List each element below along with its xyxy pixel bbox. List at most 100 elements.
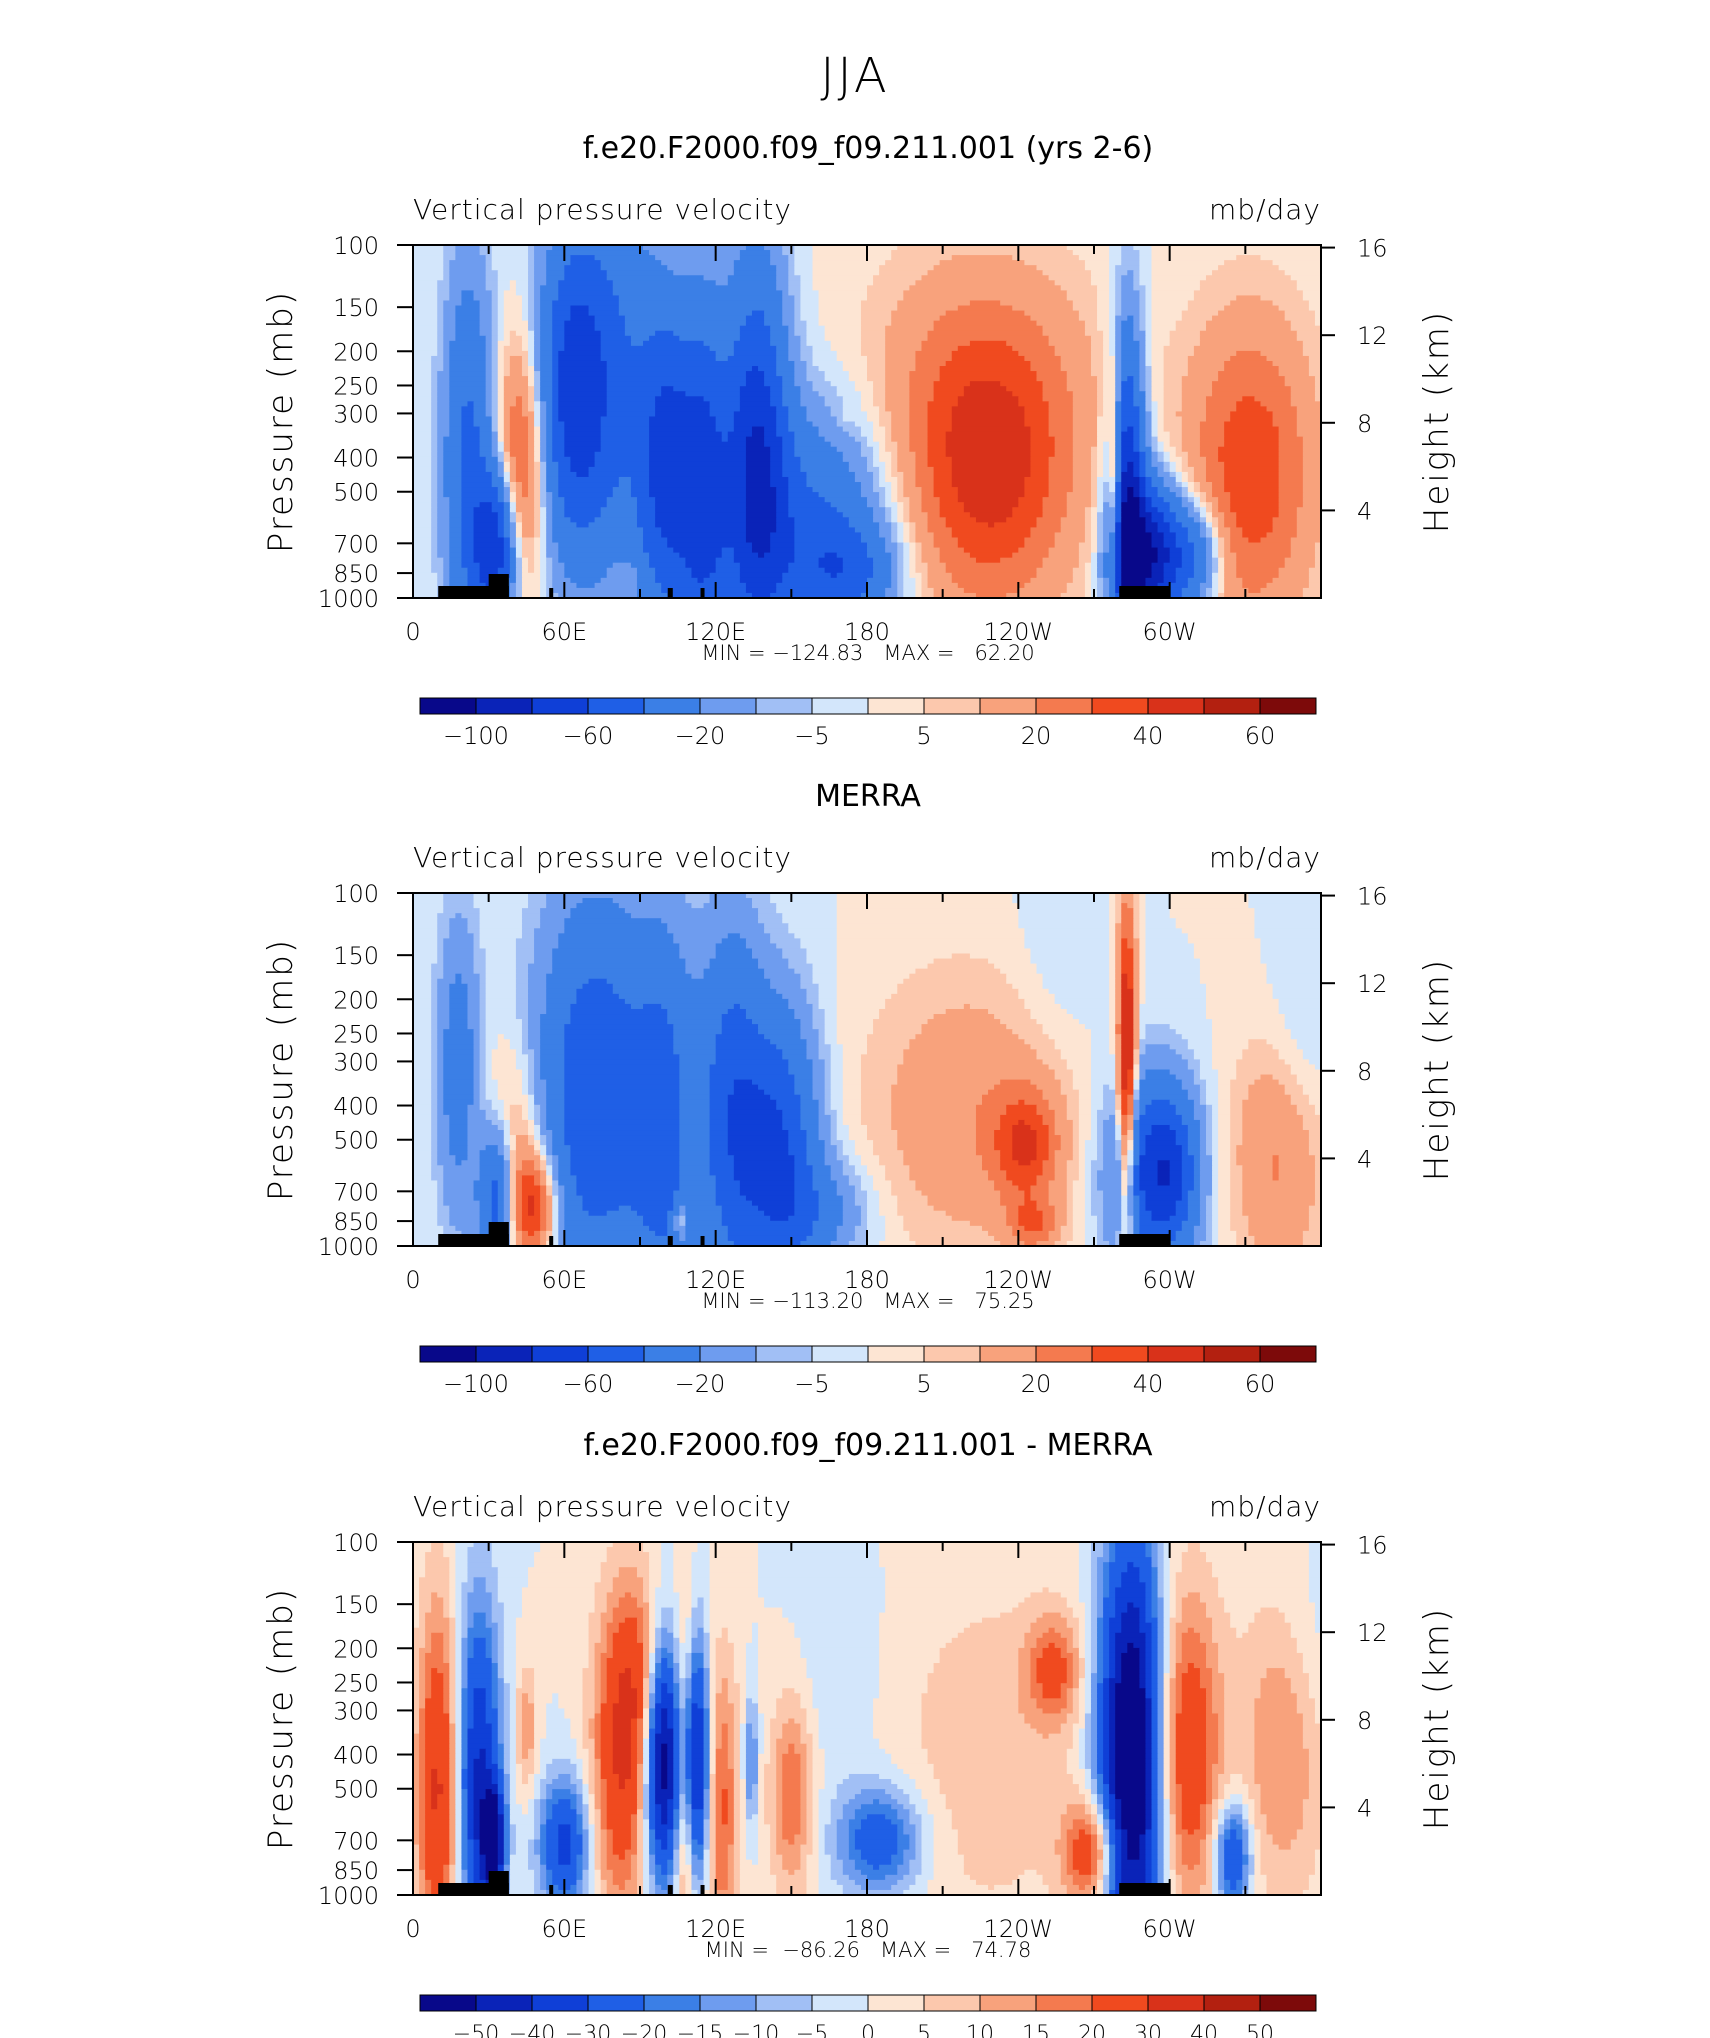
field-cell xyxy=(449,1003,469,1010)
field-cell xyxy=(479,923,523,929)
field-cell xyxy=(667,928,765,934)
field-cell xyxy=(1163,416,1183,423)
field-cell xyxy=(503,507,511,513)
field-cell xyxy=(897,572,904,579)
field-cell xyxy=(437,426,450,433)
field-cell xyxy=(1218,517,1225,523)
field-cell xyxy=(1012,552,1050,559)
field-cell xyxy=(782,993,808,1000)
field-cell xyxy=(1090,1064,1116,1071)
field-cell xyxy=(509,436,529,443)
field-cell xyxy=(431,983,438,990)
field-cell xyxy=(1103,355,1116,362)
field-cell xyxy=(836,1150,844,1156)
field-cell xyxy=(497,1034,505,1040)
field-cell xyxy=(727,1109,783,1116)
field-cell xyxy=(903,471,917,478)
field-cell xyxy=(1169,441,1183,448)
field-cell xyxy=(1284,1059,1310,1066)
field-cell xyxy=(443,1079,475,1086)
field-cell xyxy=(540,355,553,362)
field-cell xyxy=(1284,562,1316,569)
field-cell xyxy=(534,1054,541,1061)
field-cell xyxy=(655,411,711,418)
field-cell xyxy=(558,471,578,478)
field-cell xyxy=(491,1054,517,1061)
field-cell xyxy=(1290,1029,1321,1035)
field-cell xyxy=(600,436,650,443)
field-cell xyxy=(860,1054,904,1061)
field-cell xyxy=(891,1094,983,1101)
field-cell xyxy=(715,1034,765,1040)
field-cell xyxy=(921,552,941,559)
field-cell xyxy=(431,497,438,503)
field-cell xyxy=(1036,1140,1050,1146)
field-cell xyxy=(509,1150,517,1156)
field-cell xyxy=(546,441,553,448)
field-cell xyxy=(1145,1109,1177,1116)
field-cell xyxy=(939,512,971,518)
field-cell xyxy=(509,280,517,286)
field-cell xyxy=(479,1150,499,1156)
field-cell xyxy=(534,938,559,945)
field-cell xyxy=(588,305,620,312)
field-cell xyxy=(1121,255,1140,261)
field-cell xyxy=(612,562,632,569)
field-cell xyxy=(830,345,862,352)
field-cell xyxy=(534,330,541,337)
field-cell xyxy=(685,562,717,569)
field-cell xyxy=(1218,446,1280,453)
field-cell xyxy=(509,537,517,544)
field-cell xyxy=(552,325,565,332)
field-cell xyxy=(413,335,438,342)
field-cell xyxy=(449,1150,469,1156)
field-cell xyxy=(552,497,565,503)
field-cell xyxy=(479,300,493,307)
field-cell xyxy=(1109,908,1116,914)
field-cell xyxy=(1109,265,1116,271)
field-cell xyxy=(1072,305,1098,312)
field-cell xyxy=(1127,492,1134,498)
field-cell xyxy=(1054,998,1110,1005)
field-cell xyxy=(431,973,444,980)
field-cell xyxy=(1224,305,1280,312)
field-cell xyxy=(509,1155,517,1161)
field-cell xyxy=(564,1079,680,1086)
field-cell xyxy=(873,507,886,513)
field-cell xyxy=(776,582,868,589)
field-cell xyxy=(467,983,481,990)
field-cell xyxy=(1042,381,1068,387)
field-cell xyxy=(1006,1109,1038,1116)
field-cell xyxy=(1054,1114,1068,1121)
field-cell xyxy=(1199,582,1213,589)
field-cell xyxy=(491,250,529,256)
field-cell xyxy=(1121,386,1134,392)
field-cell xyxy=(1078,1109,1092,1116)
field-cell xyxy=(1024,487,1050,493)
field-cell xyxy=(1278,431,1298,438)
field-cell xyxy=(455,1155,469,1161)
field-cell xyxy=(685,893,711,899)
field-cell xyxy=(1078,1150,1086,1156)
field-cell xyxy=(1115,265,1140,271)
field-cell xyxy=(745,476,771,483)
field-cell xyxy=(1097,381,1104,387)
field-cell xyxy=(491,300,499,307)
field-cell xyxy=(1115,1064,1122,1071)
field-cell xyxy=(564,325,596,332)
field-cell xyxy=(1139,1019,1213,1025)
field-cell xyxy=(1296,507,1321,513)
field-cell xyxy=(606,978,771,985)
field-cell xyxy=(515,988,529,995)
field-cell xyxy=(1115,1150,1122,1156)
field-cell xyxy=(1199,527,1207,534)
field-cell xyxy=(1169,431,1183,438)
field-cell xyxy=(534,532,541,539)
field-cell xyxy=(449,401,469,407)
field-cell xyxy=(528,461,535,468)
field-cell xyxy=(951,355,1025,362)
field-cell xyxy=(1109,978,1116,985)
field-cell xyxy=(1133,1064,1140,1071)
field-cell xyxy=(1272,1044,1298,1050)
field-cell xyxy=(1109,441,1116,448)
